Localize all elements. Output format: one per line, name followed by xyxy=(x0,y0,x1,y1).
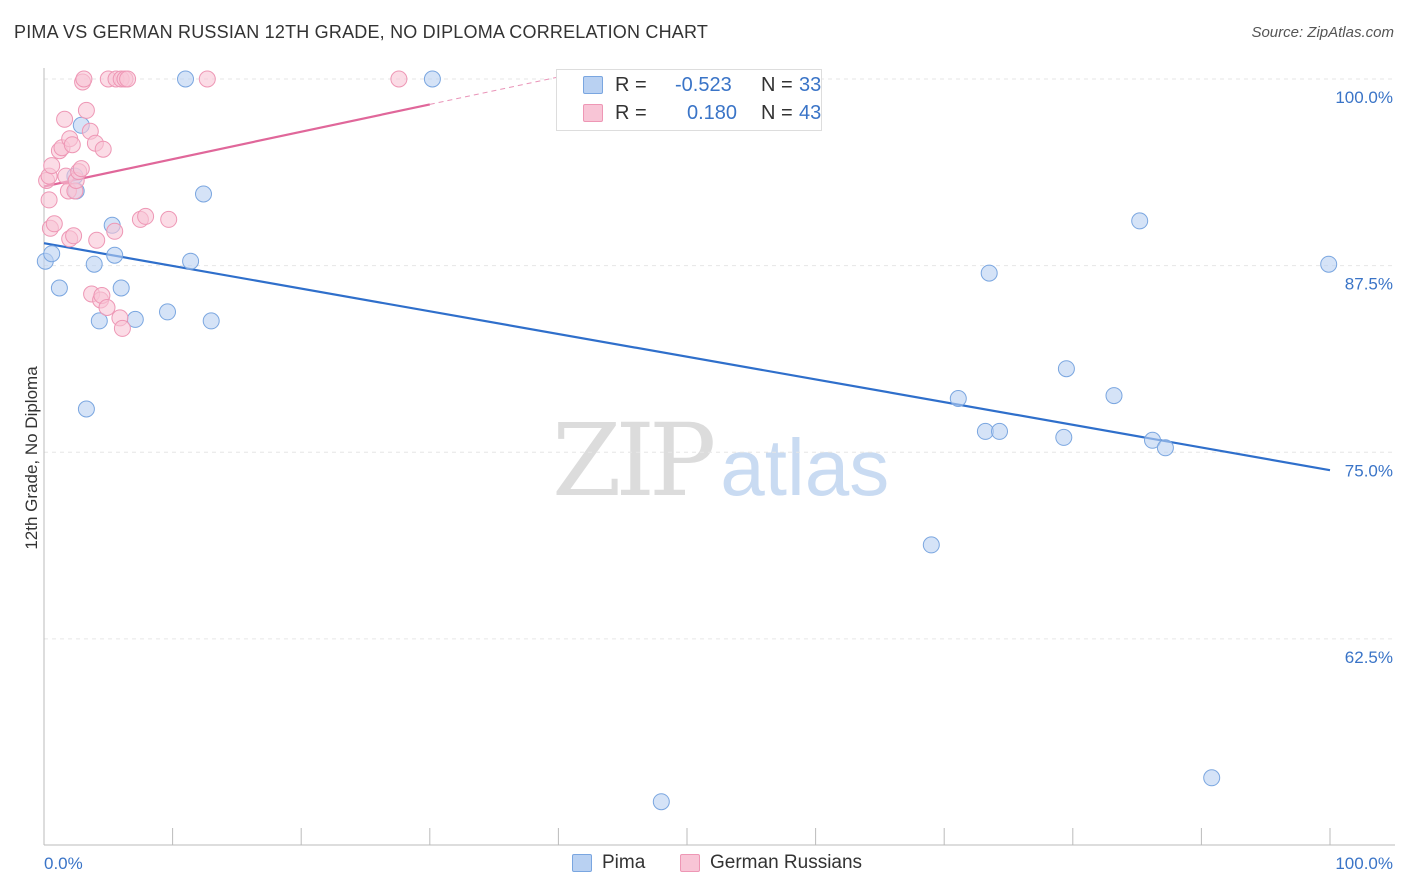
watermark-zip: ZIP xyxy=(552,402,716,519)
legend-pima-label: Pima xyxy=(602,852,646,873)
x-tick-label-start: 0.0% xyxy=(44,854,83,873)
german-russians-point xyxy=(40,191,58,209)
pima-point xyxy=(159,303,176,321)
german-russians-point xyxy=(72,160,90,178)
german-russians-point xyxy=(390,70,408,88)
pima-n-value: 33 xyxy=(799,74,822,96)
pima-point xyxy=(43,245,61,263)
german-russians-point xyxy=(119,70,137,88)
pima-point xyxy=(50,279,68,297)
pima-swatch xyxy=(583,76,603,94)
watermark-atlas: atlas xyxy=(720,423,890,512)
german-russians-point xyxy=(77,101,95,119)
german-russians-point xyxy=(106,222,124,240)
pima-point xyxy=(1320,255,1338,273)
correlation-legend: R = -0.523 N = 33 R = 0.180 N = 43 xyxy=(556,69,822,131)
german-russians-point xyxy=(113,319,131,337)
german-russians-trend-extension xyxy=(429,76,559,105)
y-tick-label: 62.5% xyxy=(1345,648,1393,667)
german-russians-point xyxy=(94,140,112,158)
pima-point xyxy=(1057,360,1075,378)
pima-point xyxy=(1203,769,1221,787)
german-russians-point xyxy=(56,110,74,128)
chart-title: PIMA VS GERMAN RUSSIAN 12TH GRADE, NO DI… xyxy=(14,22,709,42)
pima-point xyxy=(106,246,124,264)
pima-point xyxy=(980,264,998,282)
pima-point xyxy=(90,312,108,330)
grid-lines xyxy=(44,78,1395,640)
german-russians-r-value: 0.180 xyxy=(687,102,738,124)
legend-german-russians-label: German Russians xyxy=(710,852,863,873)
y-tick-label: 75.0% xyxy=(1345,461,1393,480)
y-tick-label: 100.0% xyxy=(1335,88,1393,107)
german-russians-point xyxy=(198,70,216,88)
pima-point xyxy=(1156,439,1174,457)
pima-point xyxy=(195,185,212,203)
german-russians-point xyxy=(45,215,63,233)
pima-r-label: R = xyxy=(615,74,647,96)
tick-labels: 62.5% 75.0% 87.5% 100.0% 0.0% 100.0% xyxy=(44,88,1393,873)
german-russians-point xyxy=(65,227,83,245)
pima-point xyxy=(182,252,200,270)
pima-point xyxy=(1144,431,1161,449)
source-credit: Source: ZipAtlas.com xyxy=(1251,24,1394,41)
pima-point xyxy=(77,400,95,418)
pima-point xyxy=(1055,428,1073,446)
legend-german-russians-swatch xyxy=(680,854,700,872)
legend-pima-swatch xyxy=(572,854,592,872)
german-russians-point xyxy=(43,157,61,175)
german-russians-point xyxy=(63,136,81,154)
pima-point xyxy=(177,70,194,88)
pima-point xyxy=(652,793,670,811)
pima-n-label: N = xyxy=(761,74,793,96)
pima-r-value: -0.523 xyxy=(675,74,732,96)
x-tick-label-end: 100.0% xyxy=(1335,854,1393,873)
pima-point xyxy=(85,255,103,273)
german-russians-point xyxy=(88,231,106,249)
pima-point xyxy=(112,279,130,297)
german-russians-point xyxy=(98,299,116,316)
pima-point xyxy=(991,422,1008,440)
german-russians-point xyxy=(137,207,155,225)
german-russians-point xyxy=(75,70,93,88)
data-points xyxy=(36,70,1338,811)
pima-point xyxy=(423,70,441,88)
axes xyxy=(43,68,1395,846)
german-russians-n-value: 43 xyxy=(799,102,822,124)
german-russians-trend-line xyxy=(43,103,431,188)
german-russians-r-label: R = xyxy=(615,102,647,124)
y-tick-label: 87.5% xyxy=(1345,275,1393,294)
german-russians-point xyxy=(160,210,178,228)
pima-point xyxy=(949,390,967,407)
pima-point xyxy=(1131,212,1149,230)
pima-point xyxy=(202,312,220,330)
german-russians-n-label: N = xyxy=(761,102,793,124)
trend-lines xyxy=(43,76,1331,472)
y-axis-label: 12th Grade, No Diploma xyxy=(22,366,41,550)
watermark: ZIP atlas xyxy=(552,402,889,519)
pima-point xyxy=(1105,387,1123,405)
pima-trend-line xyxy=(43,242,1331,472)
pima-point xyxy=(922,536,940,554)
german-russians-swatch xyxy=(583,104,603,122)
